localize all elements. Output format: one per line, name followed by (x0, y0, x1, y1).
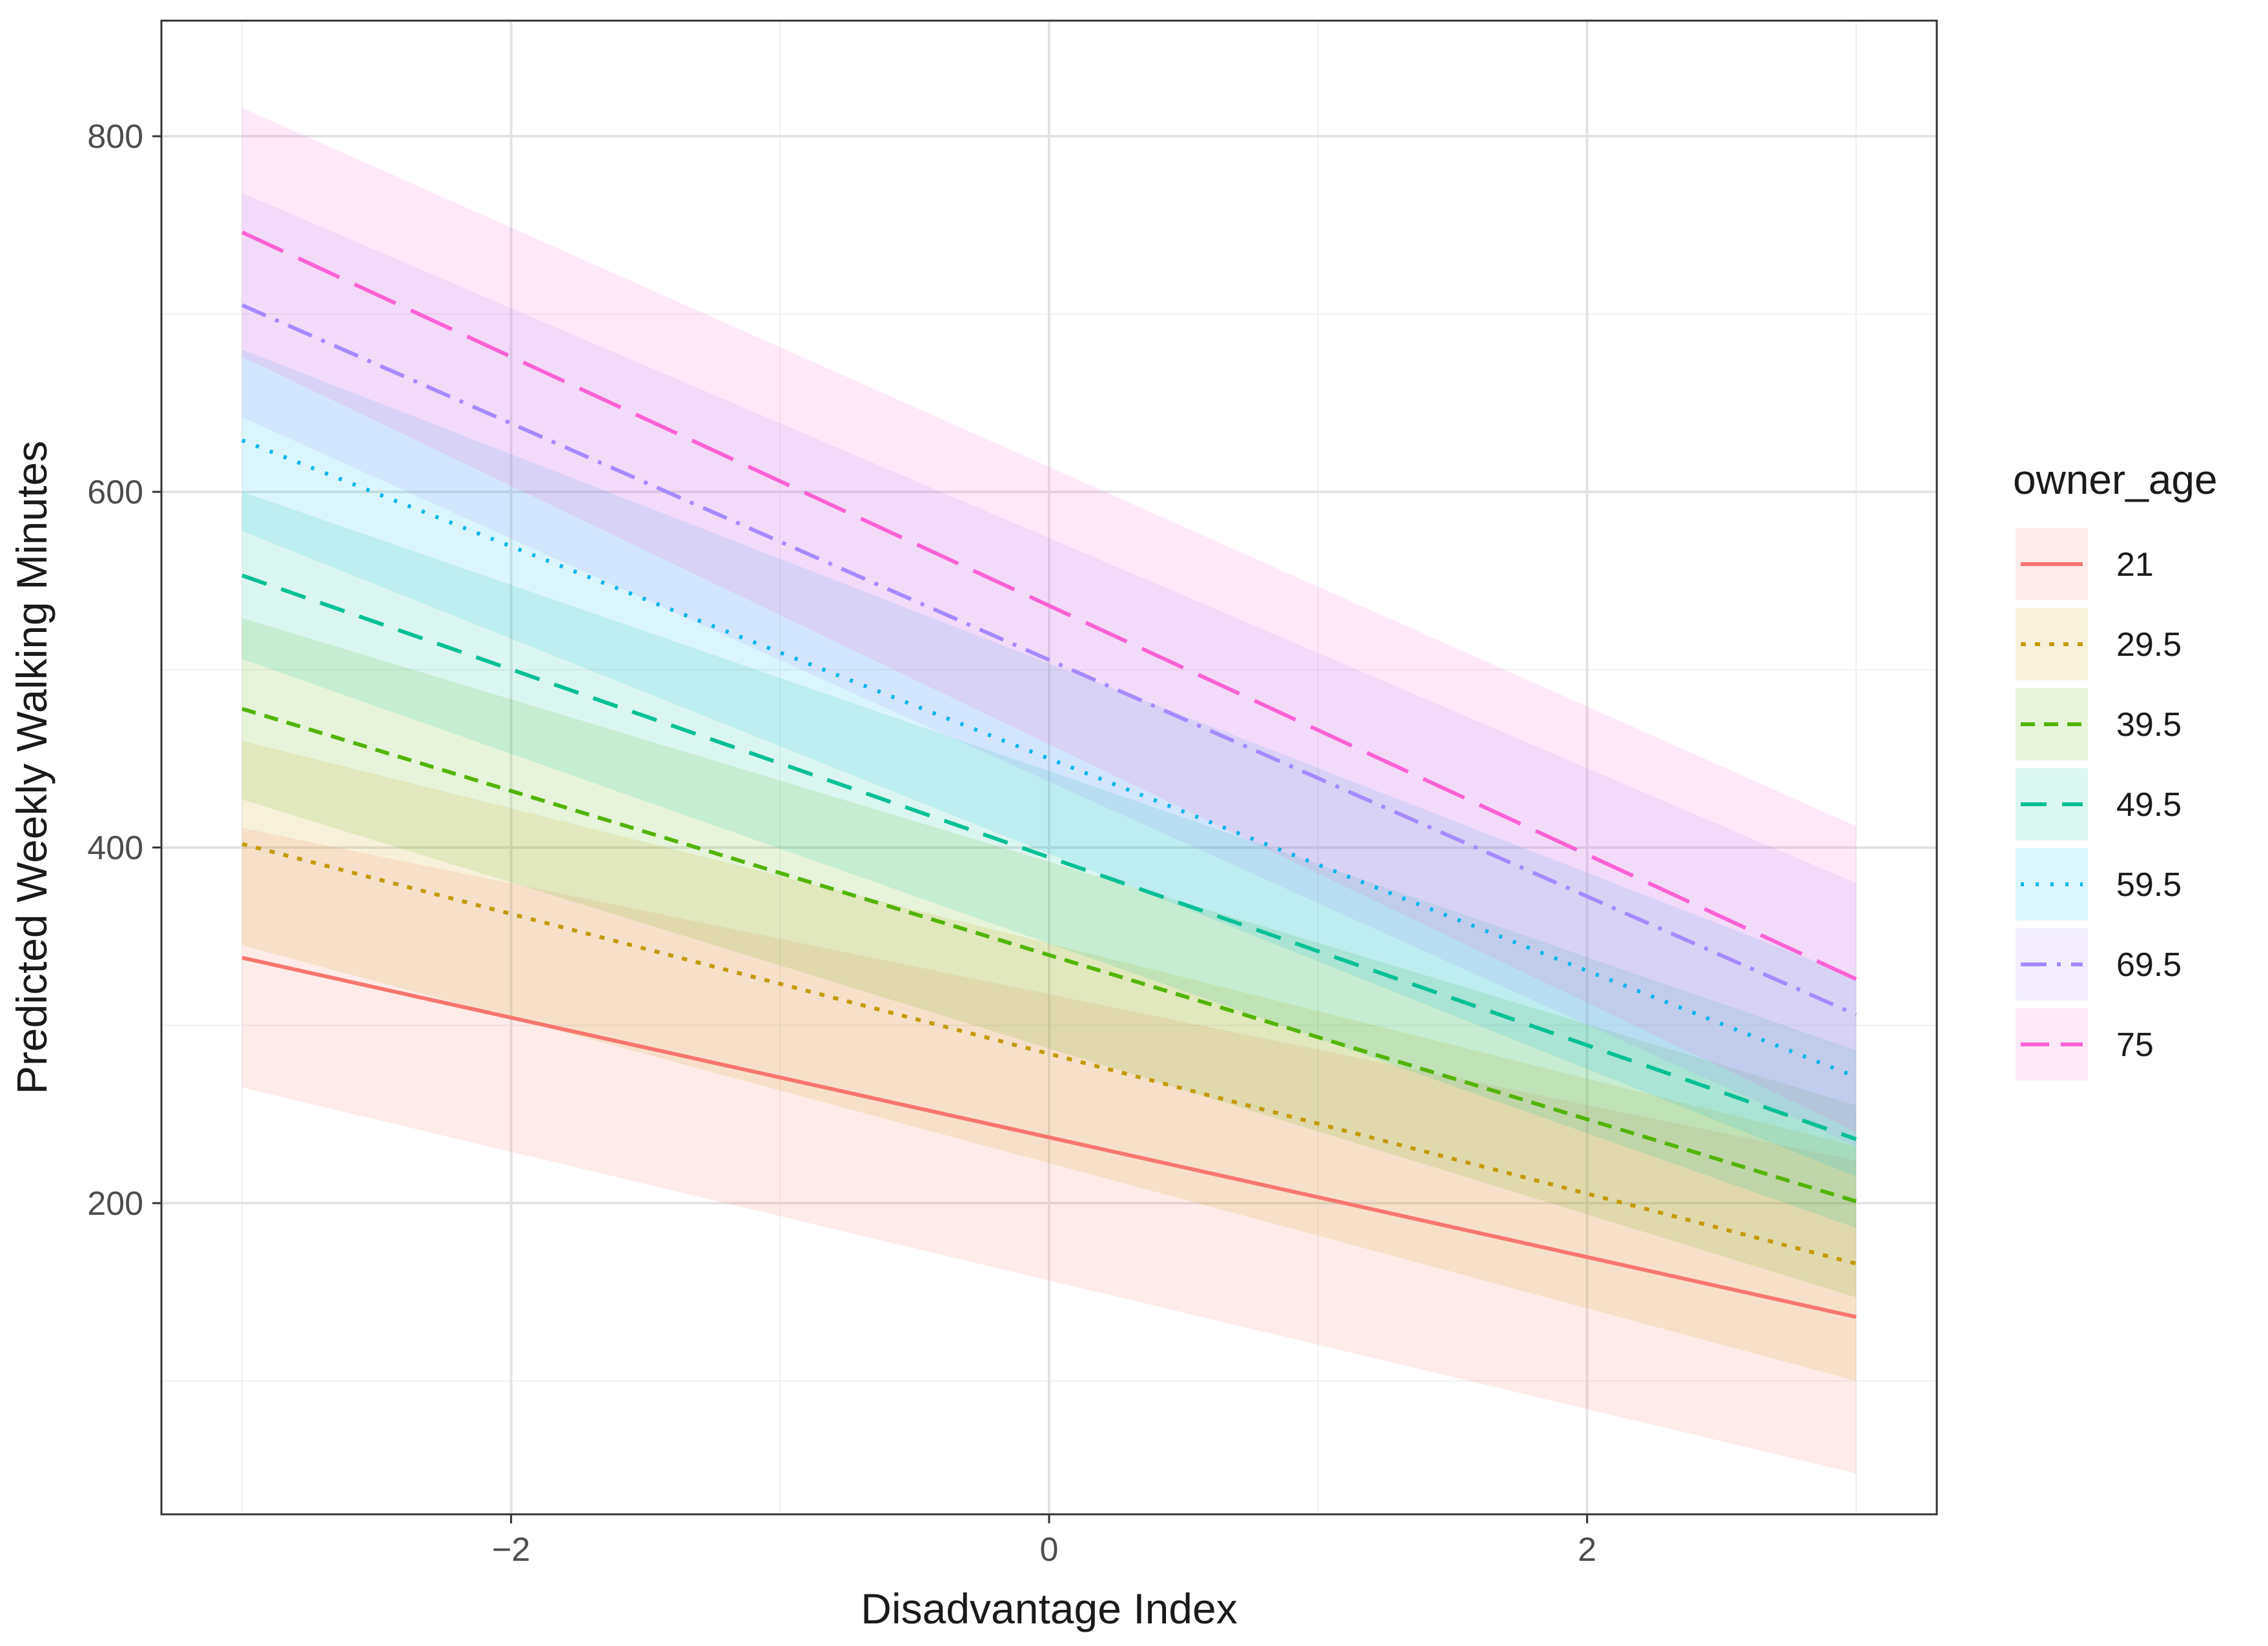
x-tick-label: 2 (1578, 1531, 1597, 1569)
series-line-49.5 (241, 573, 1857, 1141)
legend-item-21: 21 (2016, 528, 2154, 600)
x-tick-label: −2 (492, 1531, 530, 1569)
legend-item-75: 75 (2016, 1008, 2154, 1081)
confidence-band-29.5 (242, 740, 1856, 1381)
y-tick-label: 800 (87, 118, 143, 156)
grid-lines (161, 21, 1937, 1514)
legend-label: 29.5 (2116, 626, 2181, 664)
confidence-band-39.5 (242, 618, 1856, 1297)
confidence-band-69.5 (242, 193, 1856, 1146)
series-line-21 (241, 955, 1857, 1319)
y-tick-label: 400 (87, 829, 143, 867)
legend: owner_age 21 29.5 39.5 49.5 59.5 69.5 75 (2013, 456, 2218, 1081)
series-line-75 (241, 230, 1857, 981)
legend-item-29.5: 29.5 (2016, 608, 2181, 680)
legend-label: 49.5 (2116, 786, 2181, 824)
series-line-69.5 (241, 303, 1857, 1017)
confidence-band-49.5 (242, 492, 1856, 1228)
y-axis-title: Predicted Weekly Walking Minutes (8, 441, 56, 1094)
legend-item-59.5: 59.5 (2016, 848, 2181, 920)
legend-title: owner_age (2013, 456, 2218, 503)
legend-item-39.5: 39.5 (2016, 688, 2181, 760)
y-tick-label: 200 (87, 1185, 143, 1223)
series-lines (241, 230, 1857, 1319)
legend-label: 39.5 (2116, 706, 2181, 744)
legend-label: 75 (2116, 1026, 2154, 1064)
y-axis: 200 400 600 800 (87, 118, 161, 1223)
legend-label: 59.5 (2116, 866, 2181, 904)
confidence-band-75 (242, 107, 1856, 1132)
x-axis-title: Disadvantage Index (861, 1585, 1237, 1632)
y-tick-label: 600 (87, 474, 143, 511)
x-axis: −2 0 2 (492, 1514, 1597, 1569)
legend-label: 21 (2116, 546, 2154, 584)
legend-item-49.5: 49.5 (2016, 768, 2181, 840)
legend-label: 69.5 (2116, 946, 2181, 984)
x-tick-label: 0 (1040, 1531, 1059, 1569)
confidence-bands (242, 107, 1856, 1474)
legend-item-69.5: 69.5 (2016, 928, 2181, 1001)
confidence-band-21 (242, 828, 1856, 1474)
confidence-band-59.5 (242, 349, 1856, 1177)
series-line-39.5 (241, 707, 1857, 1204)
